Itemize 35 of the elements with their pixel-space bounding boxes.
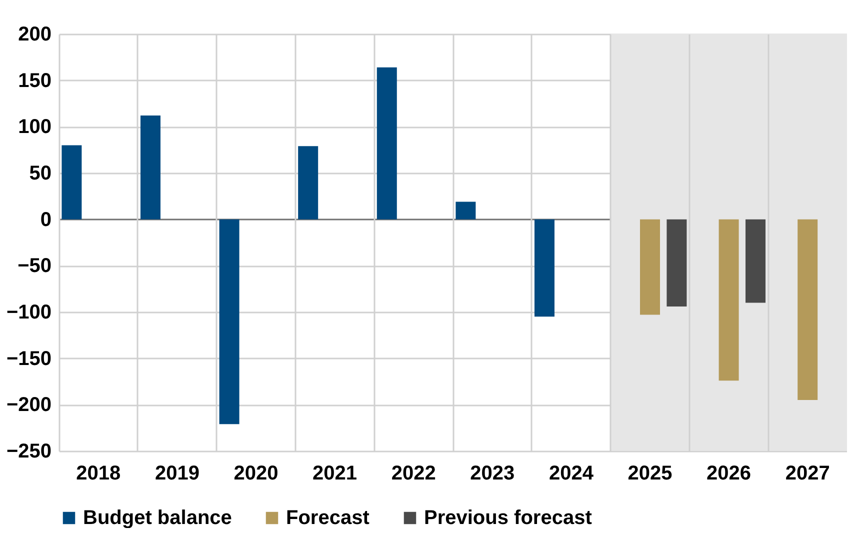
bar [298, 146, 318, 220]
legend-label: Budget balance [83, 507, 232, 529]
bar [746, 219, 766, 303]
x-tick-label: 2018 [76, 462, 121, 484]
y-tick-label: −250 [6, 440, 52, 462]
y-tick-label: 100 [18, 116, 52, 138]
y-tick-label: 150 [18, 70, 52, 92]
y-tick-label: 0 [40, 208, 52, 231]
bar [140, 116, 160, 220]
bar [219, 219, 240, 424]
bar [62, 145, 82, 220]
x-tick-label: 2020 [234, 462, 278, 484]
bar [376, 67, 397, 220]
legend-label: Forecast [286, 507, 370, 529]
y-tick-label: 50 [29, 162, 52, 184]
y-tick-label: −150 [6, 348, 52, 370]
x-tick-label: 2019 [154, 462, 200, 484]
x-tick-label: 2025 [628, 462, 672, 484]
y-tick-label: −50 [18, 255, 52, 278]
bar [640, 219, 660, 315]
x-tick-label: 2027 [785, 462, 830, 484]
legend-label: Previous forecast [424, 507, 592, 529]
bar [456, 202, 476, 220]
y-tick-label: 200 [18, 24, 52, 46]
y-tick-label: −100 [6, 302, 52, 324]
x-tick-label: 2024 [548, 462, 594, 484]
x-tick-label: 2023 [470, 462, 515, 484]
bar [534, 219, 554, 317]
bar [718, 219, 739, 381]
x-tick-label: 2026 [706, 462, 752, 484]
x-tick-label: 2022 [391, 462, 436, 484]
y-tick-label: −200 [6, 394, 52, 416]
bar [666, 219, 687, 306]
bar [798, 219, 818, 400]
x-tick-label: 2021 [312, 462, 358, 484]
